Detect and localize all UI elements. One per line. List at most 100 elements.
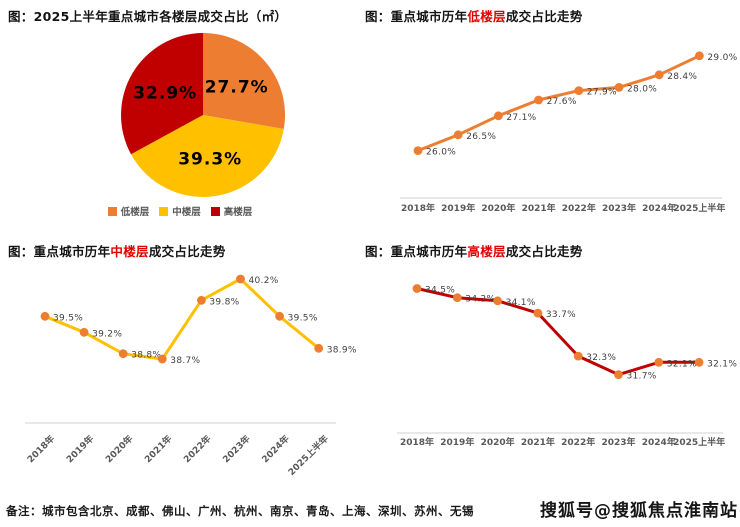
pie-label: 27.7% bbox=[205, 78, 269, 98]
mid-floor-line-chart: 39.5% 39.2% 38.8% 38.7% 39.8% 40.2% 39.5% 38.9%… bbox=[25, 274, 357, 478]
title-highlight: 高楼层 bbox=[467, 244, 506, 259]
data-point-marker bbox=[79, 327, 89, 337]
tick-label: 2022年 bbox=[181, 433, 214, 466]
tick-label: 2020年 bbox=[481, 202, 515, 214]
data-point-marker bbox=[452, 293, 462, 303]
title-highlight: 中楼层 bbox=[110, 244, 149, 259]
series-line bbox=[416, 287, 700, 377]
tick-label: 2023年 bbox=[220, 433, 253, 466]
tick-label: 2018年 bbox=[401, 202, 435, 214]
data-point-marker bbox=[534, 95, 543, 105]
data-point-marker bbox=[694, 357, 704, 367]
data-point-label: 27.9% bbox=[587, 88, 617, 98]
series-line bbox=[417, 54, 701, 152]
pie-legend: 低楼层 中楼层 高楼层 bbox=[0, 204, 360, 218]
data-point-label: 33.7% bbox=[546, 310, 576, 320]
watermark: 搜狐号@搜狐焦点淮南站 bbox=[540, 501, 738, 521]
title-prefix: 图：重点城市历年 bbox=[365, 244, 468, 259]
title-suffix: 成交占比走势 bbox=[505, 9, 583, 24]
data-point-marker bbox=[574, 86, 584, 95]
data-point-label: 39.2% bbox=[92, 329, 122, 339]
data-point-label: 38.9% bbox=[327, 345, 357, 355]
data-point-marker bbox=[533, 308, 543, 318]
pie-chart: 27.7% 39.3% 32.9% bbox=[121, 33, 286, 197]
data-point-label: 27.1% bbox=[506, 113, 536, 123]
tick-label: 2025上半年 bbox=[286, 433, 331, 478]
data-point-label: 29.0% bbox=[707, 53, 737, 63]
tick-label: 2020年 bbox=[481, 436, 515, 448]
tick-label: 2024年 bbox=[642, 202, 676, 214]
data-point-marker bbox=[453, 130, 463, 140]
tick-label: 2025上半年 bbox=[673, 436, 725, 448]
data-point-marker bbox=[275, 311, 284, 321]
tick-label: 2022年 bbox=[562, 202, 596, 214]
tick-label: 2021年 bbox=[522, 202, 556, 214]
data-point-label: 32.3% bbox=[586, 353, 616, 363]
data-point-marker bbox=[40, 311, 50, 321]
data-point-label: 38.8% bbox=[131, 351, 161, 361]
pie-label: 39.3% bbox=[178, 149, 242, 169]
legend-item: 低楼层 bbox=[107, 204, 150, 218]
footer-note: 备注：城市包含北京、成都、佛山、广州、杭州、南京、青岛、上海、深圳、苏州、无锡 bbox=[6, 504, 474, 518]
data-point-label: 32.1% bbox=[667, 359, 697, 369]
title-prefix: 图：重点城市历年 bbox=[365, 9, 468, 24]
data-point-label: 32.1% bbox=[707, 359, 737, 369]
legend-label: 低楼层 bbox=[120, 207, 150, 218]
tick-label: 2024年 bbox=[259, 433, 292, 466]
data-point-marker bbox=[654, 70, 664, 80]
data-point-marker bbox=[412, 284, 422, 293]
tick-label: 2019年 bbox=[64, 433, 97, 466]
data-point-label: 26.0% bbox=[426, 148, 456, 158]
legend-label: 中楼层 bbox=[172, 207, 201, 218]
tick-label: 2023年 bbox=[602, 202, 636, 214]
tick-label: 2021年 bbox=[142, 433, 175, 466]
tick-label: 2024年 bbox=[642, 436, 676, 448]
tick-label: 2019年 bbox=[440, 436, 474, 448]
data-point-marker bbox=[118, 349, 128, 359]
tick-label: 2020年 bbox=[103, 433, 136, 466]
title-suffix: 2025上半年重点城市各楼层成交占比（㎡） bbox=[33, 9, 288, 24]
tick-label: 2018年 bbox=[400, 436, 434, 448]
tick-label: 2022年 bbox=[561, 436, 595, 448]
data-point-marker bbox=[157, 354, 167, 364]
series-line bbox=[44, 277, 320, 361]
data-point-marker bbox=[413, 146, 423, 155]
low-floor-line-chart: 26.0% 26.5% 27.1% 27.6% 27.9% 28.0% 28.4% 29.0%… bbox=[400, 51, 737, 214]
high-floor-line-chart: 34.5% 34.2% 34.1% 33.7% 32.3% 31.7% 32.1% 32.1%… bbox=[397, 284, 737, 448]
data-point-marker bbox=[493, 296, 502, 306]
data-point-label: 39.5% bbox=[288, 313, 318, 323]
mid-floor-chart-title: 图：重点城市历年中楼层成交占比走势 bbox=[8, 241, 226, 260]
data-point-label: 27.6% bbox=[547, 97, 577, 107]
data-point-marker bbox=[494, 111, 503, 121]
legend-swatch-icon bbox=[210, 206, 220, 216]
title-highlight: 低楼层 bbox=[467, 9, 506, 24]
data-point-label: 40.2% bbox=[249, 276, 279, 286]
data-point-marker bbox=[614, 83, 624, 92]
tick-label: 2019年 bbox=[441, 202, 475, 214]
data-point-label: 38.7% bbox=[170, 356, 200, 366]
tick-label: 2023年 bbox=[601, 436, 635, 448]
pie-chart-title: 图：2025上半年重点城市各楼层成交占比（㎡） bbox=[8, 6, 287, 25]
title-suffix: 成交占比走势 bbox=[505, 244, 583, 259]
legend-swatch-icon bbox=[107, 206, 117, 216]
data-point-label: 39.8% bbox=[209, 297, 239, 307]
data-point-label: 28.4% bbox=[667, 72, 697, 82]
pie-label: 32.9% bbox=[133, 84, 197, 104]
title-prefix: 图： bbox=[8, 9, 34, 24]
tick-label: 2025上半年 bbox=[673, 202, 725, 214]
data-point-marker bbox=[314, 343, 324, 353]
pie-slice bbox=[203, 33, 286, 129]
tick-label: 2018年 bbox=[25, 433, 58, 466]
data-point-marker bbox=[573, 351, 583, 361]
data-point-label: 31.7% bbox=[627, 372, 657, 382]
pie-slice bbox=[131, 115, 284, 197]
data-point-label: 34.2% bbox=[465, 295, 495, 305]
legend-label: 高楼层 bbox=[223, 207, 253, 218]
title-suffix: 成交占比走势 bbox=[148, 244, 226, 259]
high-floor-chart-title: 图：重点城市历年高楼层成交占比走势 bbox=[365, 241, 583, 260]
data-point-marker bbox=[197, 295, 206, 305]
low-floor-chart-title: 图：重点城市历年低楼层成交占比走势 bbox=[365, 6, 583, 25]
data-point-marker bbox=[614, 370, 623, 379]
legend-item: 高楼层 bbox=[210, 204, 253, 218]
